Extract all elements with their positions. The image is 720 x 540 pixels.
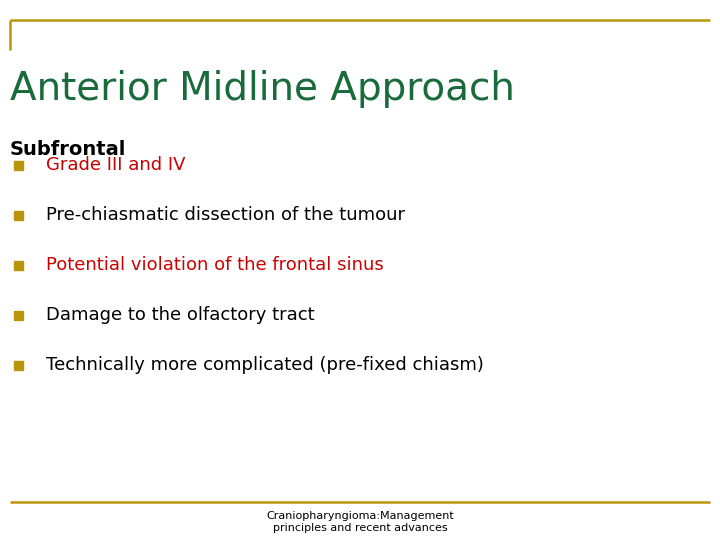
Bar [14, 211, 23, 219]
Bar [14, 310, 23, 320]
Text: Subfrontal: Subfrontal [10, 140, 127, 159]
Bar [14, 361, 23, 369]
Text: Anterior Midline Approach: Anterior Midline Approach [10, 70, 515, 108]
Text: Potential violation of the frontal sinus: Potential violation of the frontal sinus [46, 256, 384, 274]
Text: Technically more complicated (pre-fixed chiasm): Technically more complicated (pre-fixed … [46, 356, 484, 374]
Text: Grade III and IV: Grade III and IV [46, 156, 186, 174]
Text: Damage to the olfactory tract: Damage to the olfactory tract [46, 306, 315, 324]
Text: Craniopharyngioma:Management
principles and recent advances: Craniopharyngioma:Management principles … [266, 511, 454, 533]
Text: Pre-chiasmatic dissection of the tumour: Pre-chiasmatic dissection of the tumour [46, 206, 405, 224]
Bar [14, 160, 23, 170]
Bar [14, 260, 23, 269]
